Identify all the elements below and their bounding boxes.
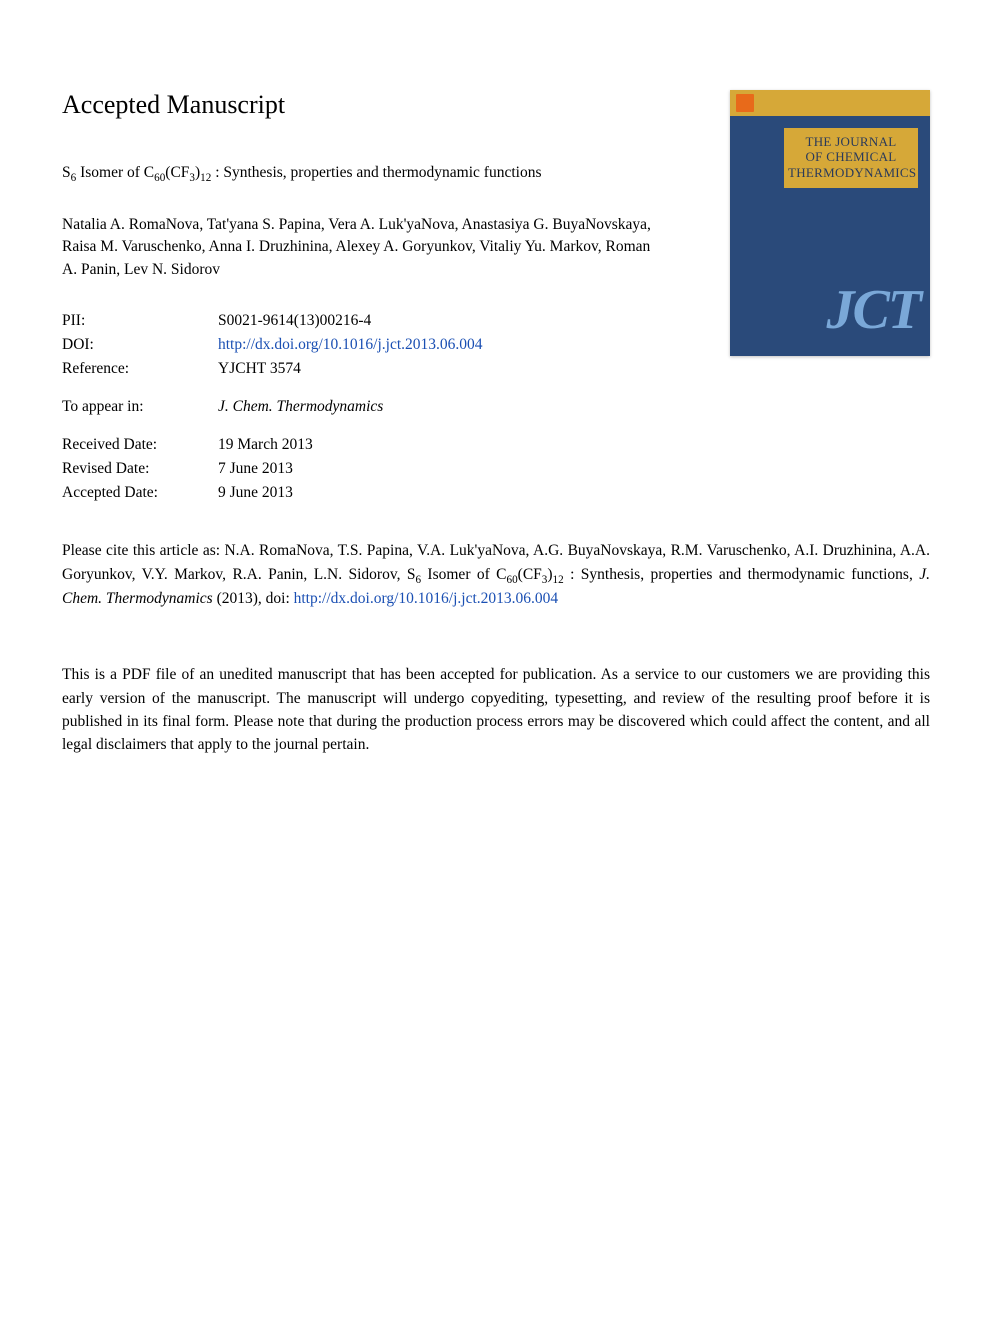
- title-sub: 12: [200, 172, 211, 184]
- title-text: Isomer of C: [76, 164, 154, 181]
- meta-value-journal: J. Chem. Thermodynamics: [218, 395, 383, 419]
- meta-label: Accepted Date:: [62, 481, 218, 505]
- meta-label: Received Date:: [62, 433, 218, 457]
- cover-title-line: THERMODYNAMICS: [788, 165, 916, 180]
- cover-abbrev: JCT: [826, 278, 920, 342]
- citation-sub: 12: [553, 574, 564, 586]
- meta-row-doi: DOI: http://dx.doi.org/10.1016/j.jct.201…: [62, 333, 662, 357]
- meta-row-accepted: Accepted Date: 9 June 2013: [62, 481, 662, 505]
- title-sub: 60: [154, 172, 165, 184]
- meta-value-pii: S0021-9614(13)00216-4: [218, 309, 371, 333]
- cover-image: THE JOURNAL OF CHEMICAL THERMODYNAMICS J…: [730, 90, 930, 356]
- meta-value-received: 19 March 2013: [218, 433, 313, 457]
- elsevier-logo-icon: [736, 94, 754, 112]
- meta-label: Revised Date:: [62, 457, 218, 481]
- citation-doi-link[interactable]: http://dx.doi.org/10.1016/j.jct.2013.06.…: [294, 590, 559, 607]
- meta-row-pii: PII: S0021-9614(13)00216-4: [62, 309, 662, 333]
- citation-text: : Synthesis, properties and thermodynami…: [564, 566, 920, 583]
- meta-row-received: Received Date: 19 March 2013: [62, 433, 662, 457]
- meta-row-reference: Reference: YJCHT 3574: [62, 357, 662, 381]
- citation-text: (CF: [518, 566, 542, 583]
- title-text: : Synthesis, properties and thermodynami…: [211, 164, 541, 181]
- meta-value-accepted: 9 June 2013: [218, 481, 293, 505]
- citation-sub: 60: [507, 574, 518, 586]
- cover-title-line: OF CHEMICAL: [805, 149, 896, 164]
- title-text: S: [62, 164, 71, 181]
- meta-label: PII:: [62, 309, 218, 333]
- disclaimer-text: This is a PDF file of an unedited manusc…: [62, 663, 930, 756]
- citation-text: Isomer of C: [421, 566, 506, 583]
- meta-label: DOI:: [62, 333, 218, 357]
- article-title: S6 Isomer of C60(CF3)12 : Synthesis, pro…: [62, 162, 662, 184]
- citation-block: Please cite this article as: N.A. RomaNo…: [62, 539, 930, 611]
- citation-year: (2013), doi:: [213, 590, 294, 607]
- doi-link[interactable]: http://dx.doi.org/10.1016/j.jct.2013.06.…: [218, 336, 483, 353]
- cover-topbar: [730, 90, 930, 116]
- meta-row-appear: To appear in: J. Chem. Thermodynamics: [62, 395, 662, 419]
- meta-value-reference: YJCHT 3574: [218, 357, 301, 381]
- page-heading: Accepted Manuscript: [62, 90, 662, 120]
- cover-title: THE JOURNAL OF CHEMICAL THERMODYNAMICS: [784, 128, 918, 188]
- authors-list: Natalia A. RomaNova, Tat'yana S. Papina,…: [62, 214, 662, 281]
- title-text: (CF: [165, 164, 189, 181]
- meta-value-revised: 7 June 2013: [218, 457, 293, 481]
- meta-row-revised: Revised Date: 7 June 2013: [62, 457, 662, 481]
- journal-cover: THE JOURNAL OF CHEMICAL THERMODYNAMICS J…: [730, 90, 930, 356]
- meta-label: Reference:: [62, 357, 218, 381]
- meta-label: To appear in:: [62, 395, 218, 419]
- metadata-table: PII: S0021-9614(13)00216-4 DOI: http://d…: [62, 309, 662, 505]
- cover-title-line: THE JOURNAL: [805, 134, 896, 149]
